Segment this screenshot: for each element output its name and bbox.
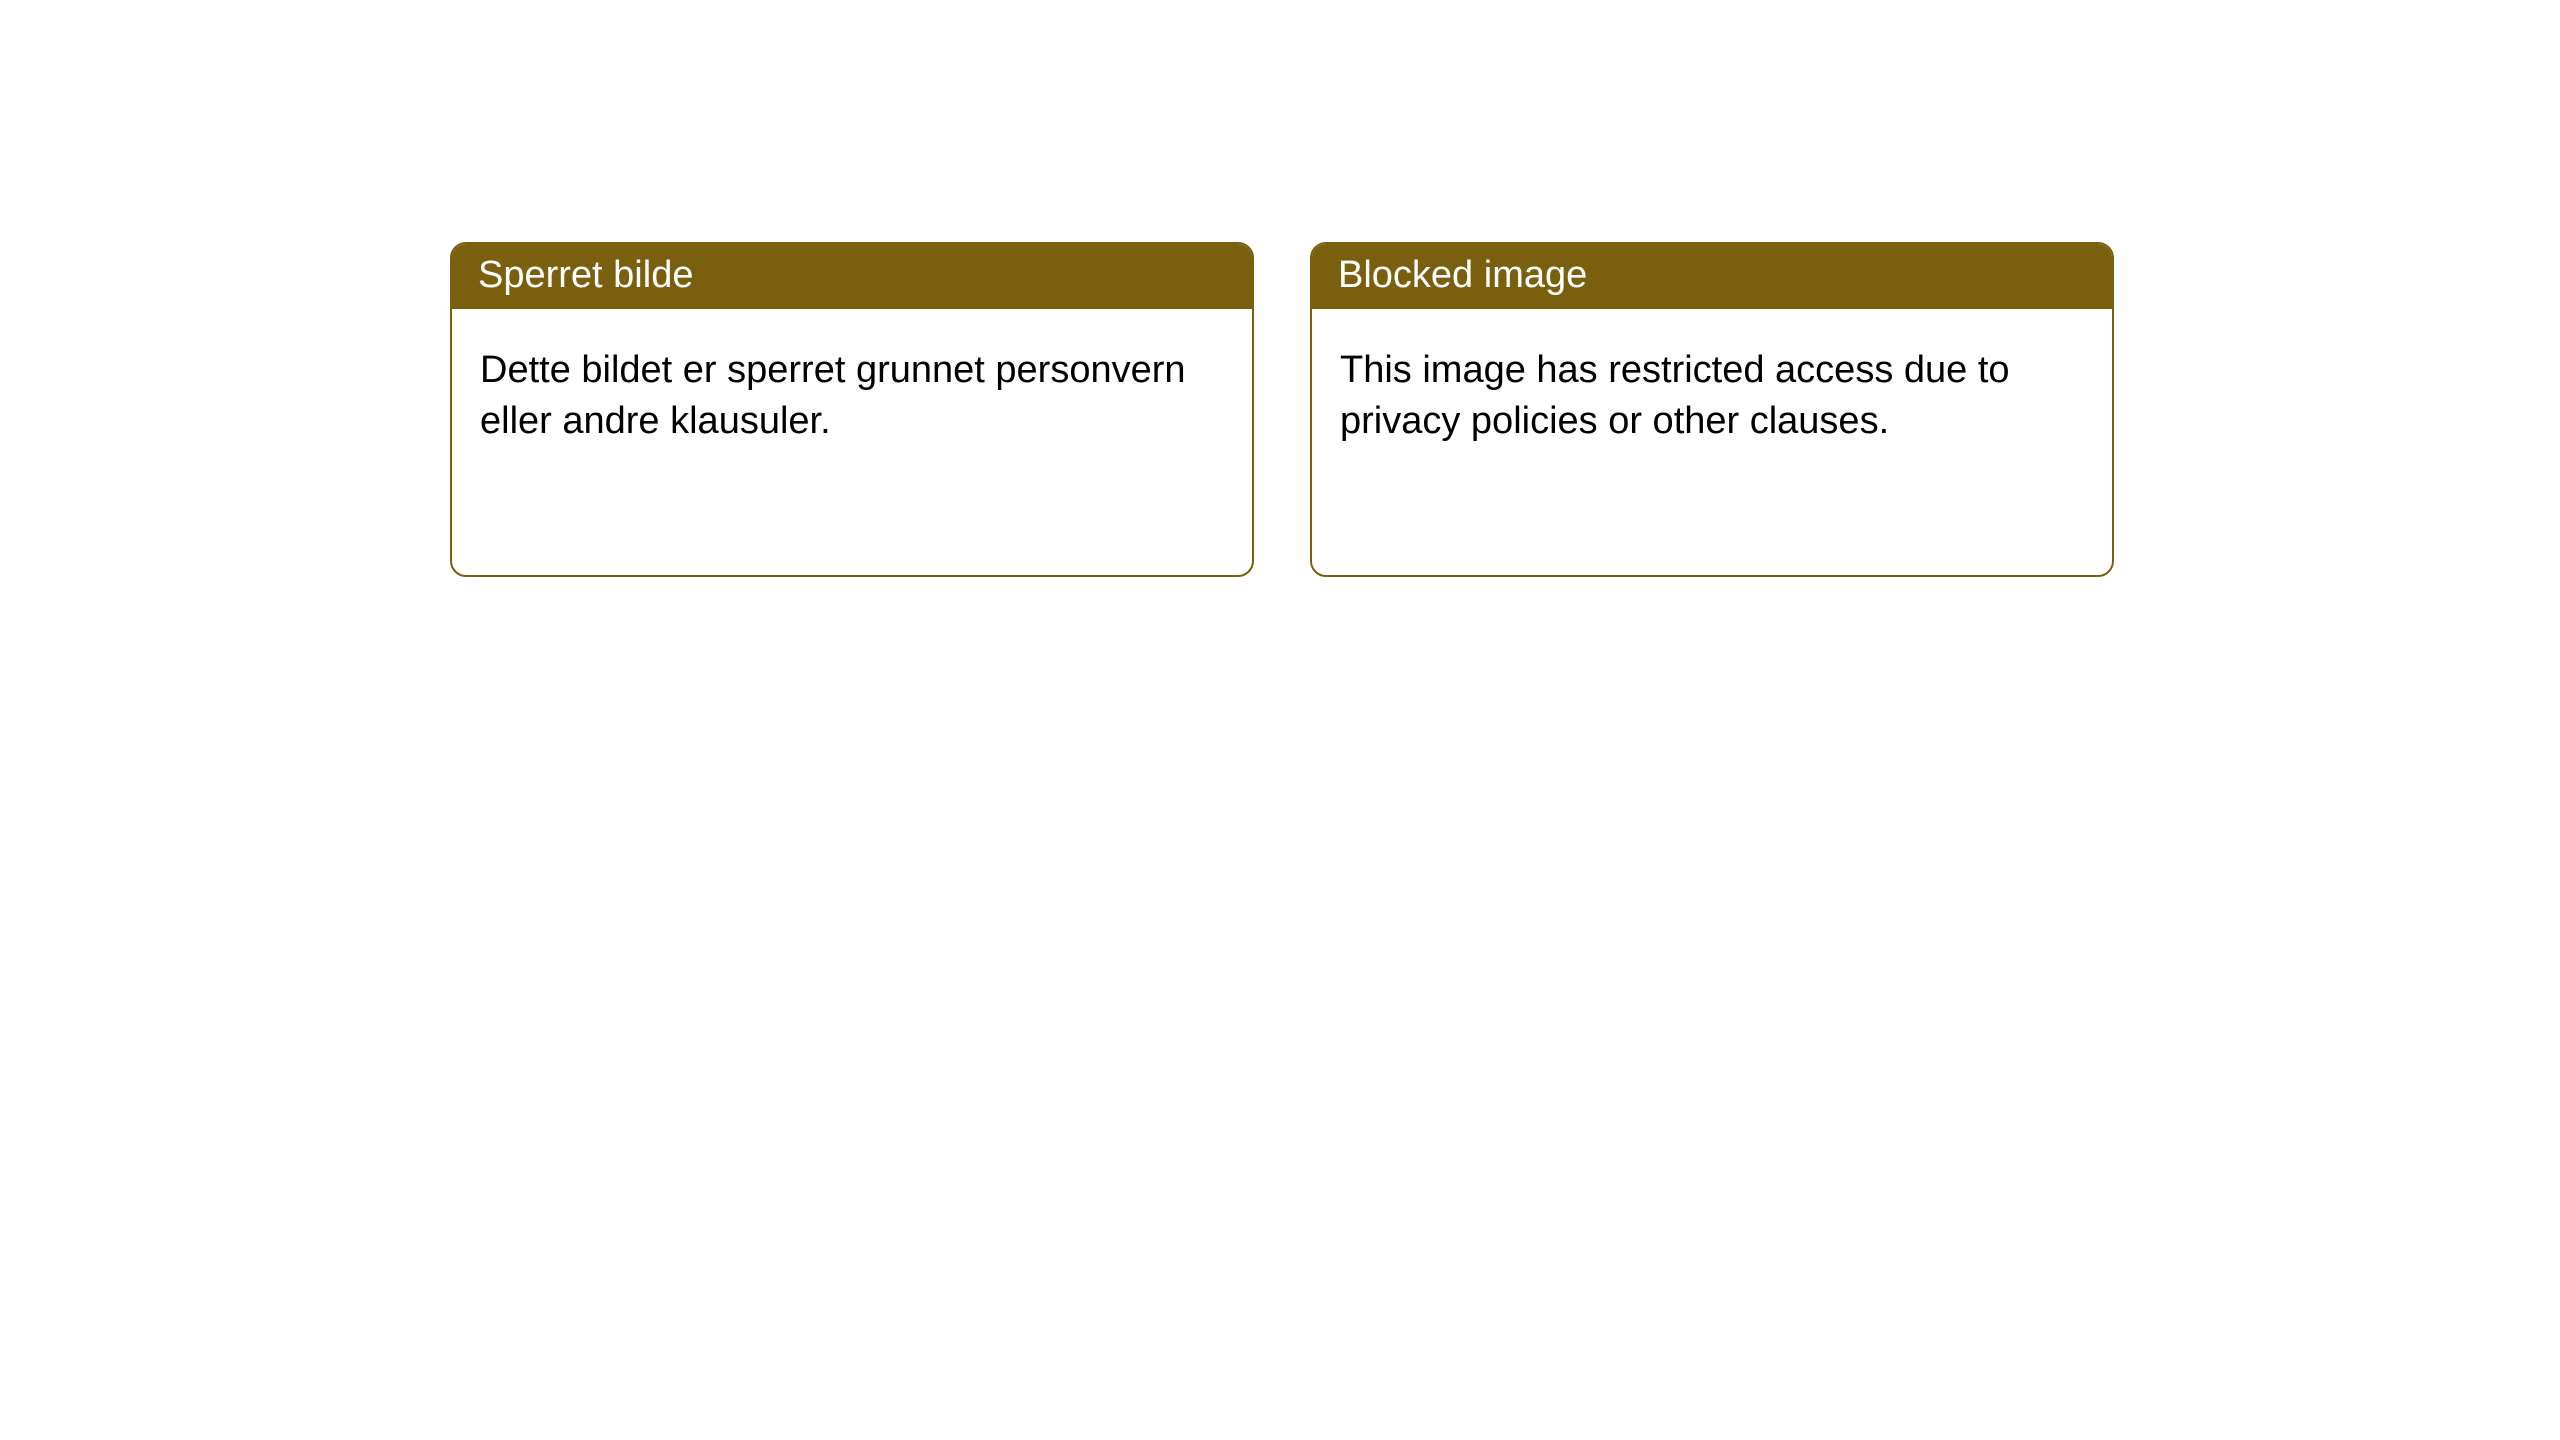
card-header: Blocked image <box>1312 244 2112 309</box>
card-body: Dette bildet er sperret grunnet personve… <box>452 309 1252 476</box>
card-header: Sperret bilde <box>452 244 1252 309</box>
notice-card-norwegian: Sperret bilde Dette bildet er sperret gr… <box>450 242 1254 577</box>
notice-card-english: Blocked image This image has restricted … <box>1310 242 2114 577</box>
notice-cards-container: Sperret bilde Dette bildet er sperret gr… <box>450 242 2114 577</box>
card-body: This image has restricted access due to … <box>1312 309 2112 476</box>
